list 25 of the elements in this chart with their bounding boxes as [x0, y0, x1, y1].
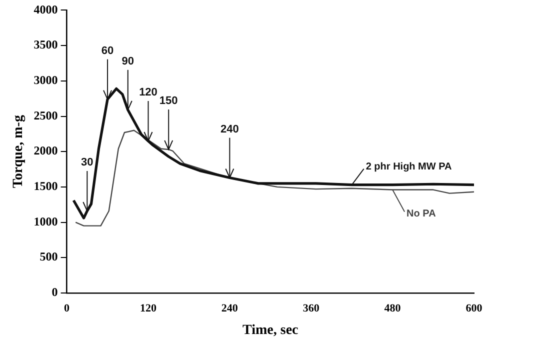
y-tick-label: 3000 — [34, 72, 58, 87]
x-tick-label: 480 — [384, 302, 402, 314]
y-tick-label: 1500 — [34, 179, 58, 194]
annotation: 90 — [122, 55, 134, 68]
x-tick-label: 600 — [466, 302, 483, 314]
x-tick-label: 240 — [221, 302, 238, 314]
y-tick-label: 4000 — [34, 2, 58, 16]
y-tick-label: 2500 — [34, 108, 58, 122]
legend-label: No PA — [406, 208, 436, 220]
x-tick-label: 360 — [302, 302, 320, 314]
series-label: 2 phr High MW PA — [366, 162, 452, 173]
annotation: 120 — [139, 86, 158, 99]
y-axis-title: Torque, m-g — [11, 115, 26, 188]
y-tick-label: 500 — [40, 250, 58, 264]
x-tick-label: 0 — [64, 302, 70, 314]
x-tick-label: 120 — [140, 302, 157, 314]
x-axis-title: Time, sec — [242, 323, 298, 338]
annotation: 240 — [220, 123, 239, 136]
annotation: 60 — [101, 44, 114, 57]
y-tick-label: 1000 — [34, 214, 58, 228]
annotation: 30 — [81, 156, 94, 169]
y-tick-label: 2000 — [34, 144, 58, 158]
annotation: 150 — [159, 95, 178, 108]
y-tick-label: 0 — [52, 285, 58, 300]
y-tick-label: 3500 — [34, 38, 58, 52]
